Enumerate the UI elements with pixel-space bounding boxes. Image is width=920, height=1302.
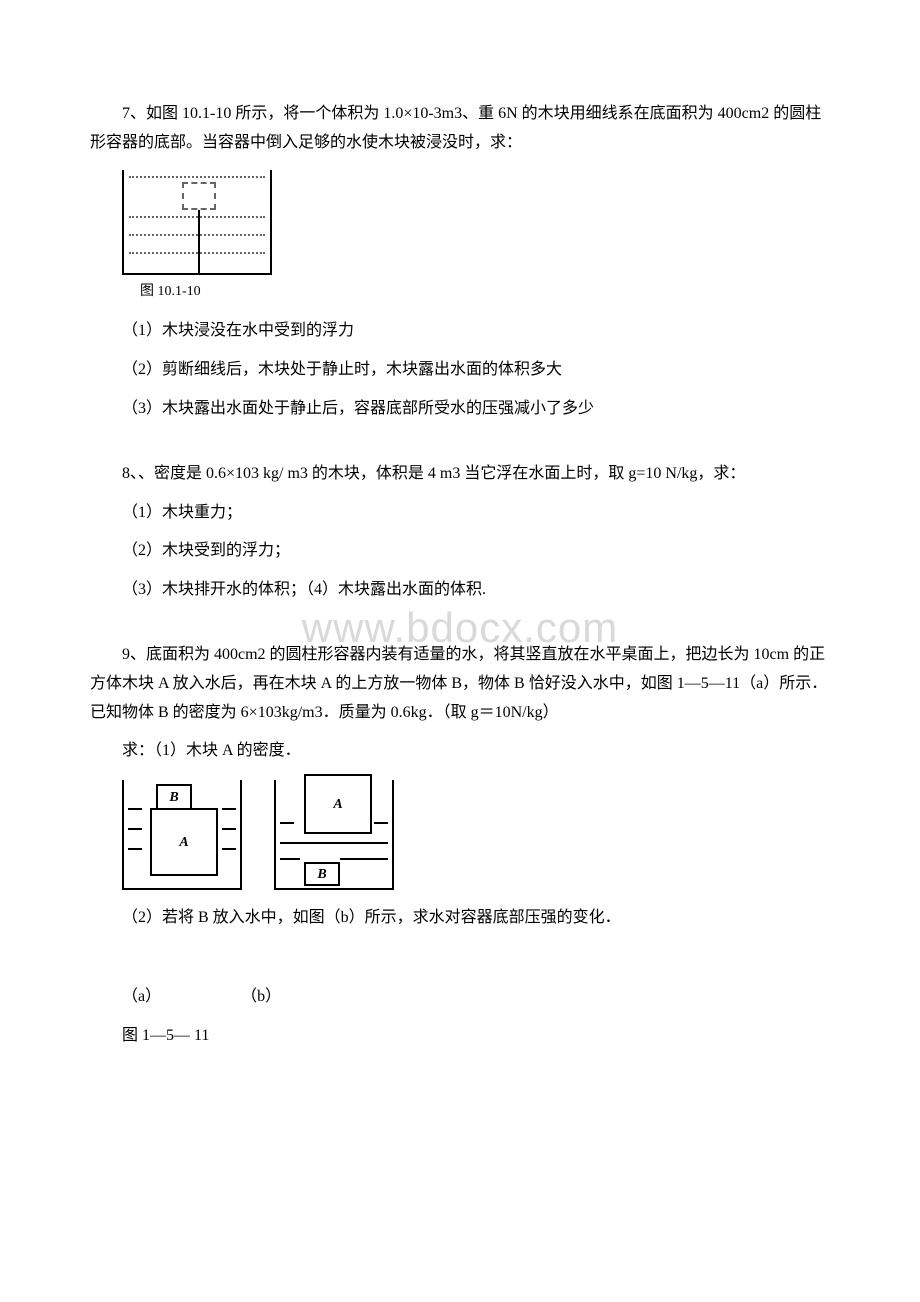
block-b-label-b: B (317, 862, 326, 887)
block-a-label: A (179, 830, 188, 855)
figure-string (198, 210, 200, 273)
figure-container-box (122, 170, 272, 275)
q8-sub1: （1）木块重力； (90, 499, 830, 528)
q9-sub1: 求：（1）木块 A 的密度． (90, 737, 830, 766)
document-content: 7、如图 10.1-10 所示，将一个体积为 1.0×10-3m3、重 6N 的… (90, 100, 830, 1051)
figure-10-1-10-caption: 图 10.1-10 (122, 279, 272, 304)
figure-block-a-in-a: A (150, 808, 218, 876)
q7-sub3: （3）木块露出水面处于静止后，容器底部所受水的压强减小了多少 (90, 395, 830, 424)
figure-1-5-11-caption: 图 1—5— 11 (90, 1022, 830, 1051)
q9-ab-labels: （a） （b） (90, 983, 830, 1012)
q8-intro: 8、、密度是 0.6×103 kg/ m3 的木块，体积是 4 m3 当它浮在水… (90, 460, 830, 489)
figure-container-a: A B (122, 780, 242, 890)
figure-container-b: A B (274, 780, 394, 890)
q9-intro: 9、底面积为 400cm2 的圆柱形容器内装有适量的水，将其竖直放在水平桌面上，… (90, 641, 830, 727)
block-b-label: B (169, 785, 178, 810)
q9-sub2: （2）若将 B 放入水中，如图（b）所示，求水对容器底部压强的变化． (90, 904, 830, 933)
figure-block-a-in-b: A (304, 774, 372, 834)
figure-10-1-10: 图 10.1-10 (122, 170, 830, 306)
figure-1-5-11: A B A B (122, 780, 830, 890)
figure-block-b-in-b: B (304, 862, 340, 886)
block-a-label-b: A (333, 792, 342, 817)
q7-sub1: （1）木块浸没在水中受到的浮力 (90, 317, 830, 346)
q8-sub2: （2）木块受到的浮力； (90, 537, 830, 566)
q8-sub3: （3）木块排开水的体积；（4）木块露出水面的体积. (90, 576, 830, 605)
q7-sub2: （2）剪断细线后，木块处于静止时，木块露出水面的体积多大 (90, 356, 830, 385)
figure-wood-block (182, 182, 216, 210)
figure-block-b-in-a: B (156, 784, 192, 810)
q7-intro: 7、如图 10.1-10 所示，将一个体积为 1.0×10-3m3、重 6N 的… (90, 100, 830, 158)
